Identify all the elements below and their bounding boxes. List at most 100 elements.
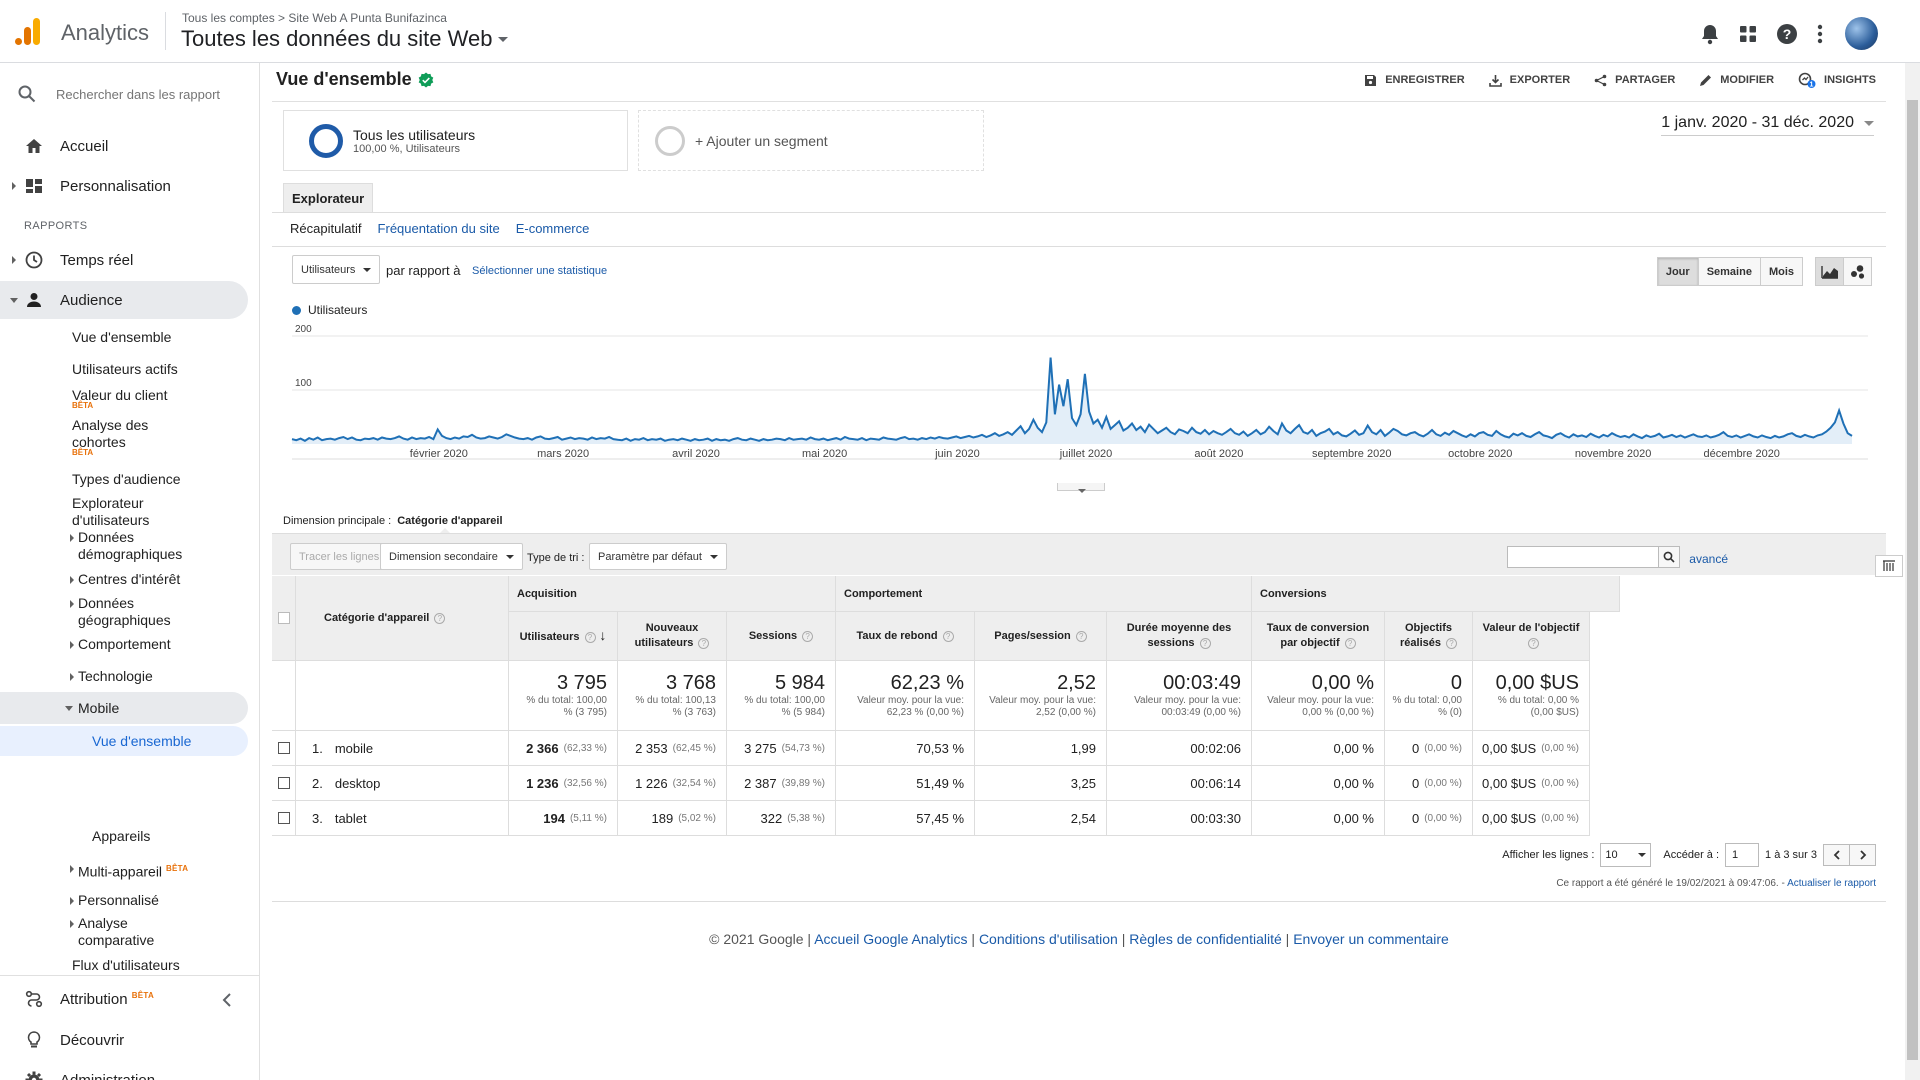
sidebar-item-active-users[interactable]: Utilisateurs actifs xyxy=(72,361,178,377)
row-checkbox[interactable] xyxy=(277,742,290,754)
sort-desc-icon[interactable]: ↓ xyxy=(595,626,607,643)
row-dimension-link[interactable]: desktop xyxy=(334,775,381,791)
column-header[interactable]: Pages/session? xyxy=(975,612,1107,661)
column-header[interactable]: Sessions? xyxy=(727,612,836,661)
period-day-button[interactable]: Jour xyxy=(1656,257,1699,286)
sidebar-item-devices[interactable]: Appareils xyxy=(92,828,151,844)
select-metric-link[interactable]: Sélectionner une statistique xyxy=(472,265,608,277)
sidebar-item-realtime[interactable]: Temps réel xyxy=(0,245,248,275)
footer-link-ga-home[interactable]: Accueil Google Analytics xyxy=(814,931,968,947)
sidebar-item-home[interactable]: Accueil xyxy=(0,131,248,161)
chart-resize-handle[interactable] xyxy=(1057,483,1105,493)
account-breadcrumb[interactable]: Tous les comptes > Site Web A Punta Buni… xyxy=(182,11,447,25)
sidebar-item-cross-device[interactable]: Multi-appareil BÊTA xyxy=(70,860,188,881)
sidebar-item-cohort[interactable]: Analyse des cohortes BÊTA xyxy=(72,417,182,457)
table-search-input[interactable] xyxy=(1507,546,1659,568)
sidebar-item-custom[interactable]: Personnalisé xyxy=(70,892,159,909)
select-all-checkbox[interactable] xyxy=(277,612,290,624)
row-dimension-link[interactable]: tablet xyxy=(334,810,367,826)
share-button[interactable]: PARTAGER xyxy=(1594,72,1675,88)
sidebar-item-mobile-overview[interactable]: Vue d'ensemble xyxy=(0,726,248,756)
motion-chart-button[interactable] xyxy=(1843,257,1872,286)
save-button[interactable]: ENREGISTRER xyxy=(1364,72,1465,88)
footer-link-privacy[interactable]: Règles de confidentialité xyxy=(1129,931,1282,947)
sidebar-item-users-flow[interactable]: Flux d'utilisateurs xyxy=(72,957,180,973)
sidebar-item-audience-overview[interactable]: Vue d'ensemble xyxy=(72,329,172,345)
add-segment-button[interactable]: + Ajouter un segment xyxy=(638,110,984,171)
edit-button[interactable]: MODIFIER xyxy=(1699,72,1774,88)
column-header[interactable]: Nouveaux utilisateurs? xyxy=(618,612,727,661)
sidebar-item-mobile[interactable]: Mobile xyxy=(0,692,248,724)
footer-link-feedback[interactable]: Envoyer un commentaire xyxy=(1293,931,1449,947)
scrollbar-thumb[interactable] xyxy=(1907,100,1918,1060)
bell-icon[interactable] xyxy=(1700,23,1720,45)
subtab-summary[interactable]: Récapitulatif xyxy=(290,221,362,236)
sidebar-item-technology[interactable]: Technologie xyxy=(70,668,153,685)
row-checkbox[interactable] xyxy=(277,812,290,824)
help-icon[interactable]: ? xyxy=(434,612,446,624)
sidebar-item-behavior[interactable]: Comportement xyxy=(70,636,171,653)
sidebar-item-demographics[interactable]: Données démographiques xyxy=(70,529,218,563)
sidebar-item-geo[interactable]: Données géographiques xyxy=(70,595,198,629)
sidebar-item-admin[interactable]: Administration xyxy=(0,1065,248,1080)
metric-selector[interactable]: Utilisateurs xyxy=(292,255,381,284)
sidebar-item-audience[interactable]: Audience xyxy=(0,281,248,319)
secondary-dimension-select[interactable]: Dimension secondaire xyxy=(380,543,523,570)
help-icon[interactable]: ? xyxy=(1528,638,1539,649)
column-header[interactable]: Taux de rebond? xyxy=(836,612,975,661)
period-week-button[interactable]: Semaine xyxy=(1697,257,1761,286)
help-icon[interactable]: ? xyxy=(1199,638,1211,649)
primary-dimension-value[interactable]: Catégorie d'appareil xyxy=(397,515,503,527)
apps-icon[interactable] xyxy=(1739,25,1757,43)
refresh-report-link[interactable]: Actualiser le rapport xyxy=(1787,878,1876,889)
help-icon[interactable]: ? xyxy=(1776,23,1798,45)
help-icon[interactable]: ? xyxy=(698,638,710,649)
view-selector[interactable]: Toutes les données du site Web xyxy=(181,26,509,52)
sidebar-item-benchmarking[interactable]: Analyse comparative xyxy=(70,915,178,949)
sidebar-item-lifetime-value[interactable]: Valeur du client BÊTA xyxy=(72,387,192,410)
next-page-button[interactable] xyxy=(1849,844,1876,866)
date-range-picker[interactable]: 1 janv. 2020 - 31 déc. 2020 xyxy=(1661,114,1874,136)
table-search-button[interactable] xyxy=(1658,546,1680,568)
help-icon[interactable]: ? xyxy=(1344,638,1356,649)
help-icon[interactable]: ? xyxy=(1075,630,1087,642)
avatar[interactable] xyxy=(1845,17,1878,50)
more-vert-icon[interactable] xyxy=(1817,24,1823,44)
help-icon[interactable]: ? xyxy=(1445,638,1457,649)
row-dimension-link[interactable]: mobile xyxy=(334,740,374,756)
column-header[interactable]: Valeur de l'objectif? xyxy=(1473,612,1590,661)
sidebar-item-attribution[interactable]: Attribution BÊTA xyxy=(0,983,248,1015)
insights-button[interactable]: 1 INSIGHTS xyxy=(1798,72,1876,88)
rows-per-page-select[interactable]: 10 xyxy=(1600,843,1652,867)
sidebar-item-interests[interactable]: Centres d'intérêt xyxy=(70,571,180,588)
sidebar-item-audiences[interactable]: Types d'audience xyxy=(72,471,181,487)
column-header[interactable]: Taux de conversion par objectif? xyxy=(1252,612,1385,661)
analytics-logo[interactable] xyxy=(14,16,42,46)
plot-rows-button[interactable]: Tracer les lignes xyxy=(290,543,389,570)
goto-page-input[interactable]: 1 xyxy=(1725,843,1760,867)
sidebar-item-discover[interactable]: Découvrir xyxy=(0,1025,248,1055)
column-header[interactable]: Objectifs réalisés? xyxy=(1385,612,1473,661)
help-icon[interactable]: ? xyxy=(942,630,954,642)
subtab-site-usage[interactable]: Fréquentation du site xyxy=(377,221,500,236)
sidebar-item-user-explorer[interactable]: Explorateur d'utilisateurs xyxy=(72,495,150,528)
collapse-sidebar-button[interactable] xyxy=(222,990,232,1013)
prev-page-button[interactable] xyxy=(1823,844,1850,866)
row-checkbox[interactable] xyxy=(277,777,290,789)
tab-explorer[interactable]: Explorateur xyxy=(283,183,374,213)
report-search[interactable]: Rechercher dans les rapport xyxy=(18,85,220,103)
pivot-view-button[interactable] xyxy=(1875,555,1903,577)
sidebar-item-customization[interactable]: Personnalisation xyxy=(0,171,248,201)
column-header[interactable]: Utilisateurs? ↓ xyxy=(509,612,618,661)
sort-type-select[interactable]: Paramètre par défaut xyxy=(589,543,727,570)
help-icon[interactable]: ? xyxy=(584,631,596,643)
line-chart-button[interactable] xyxy=(1815,257,1844,286)
help-icon[interactable]: ? xyxy=(802,630,814,642)
column-header[interactable]: Durée moyenne des sessions? xyxy=(1107,612,1252,661)
period-month-button[interactable]: Mois xyxy=(1759,257,1803,286)
dimension-header[interactable]: Catégorie d'appareil? xyxy=(296,576,509,661)
subtab-ecommerce[interactable]: E-commerce xyxy=(515,221,590,236)
footer-link-terms[interactable]: Conditions d'utilisation xyxy=(978,931,1118,947)
export-button[interactable]: EXPORTER xyxy=(1488,72,1570,88)
advanced-filter-link[interactable]: avancé xyxy=(1689,552,1728,566)
